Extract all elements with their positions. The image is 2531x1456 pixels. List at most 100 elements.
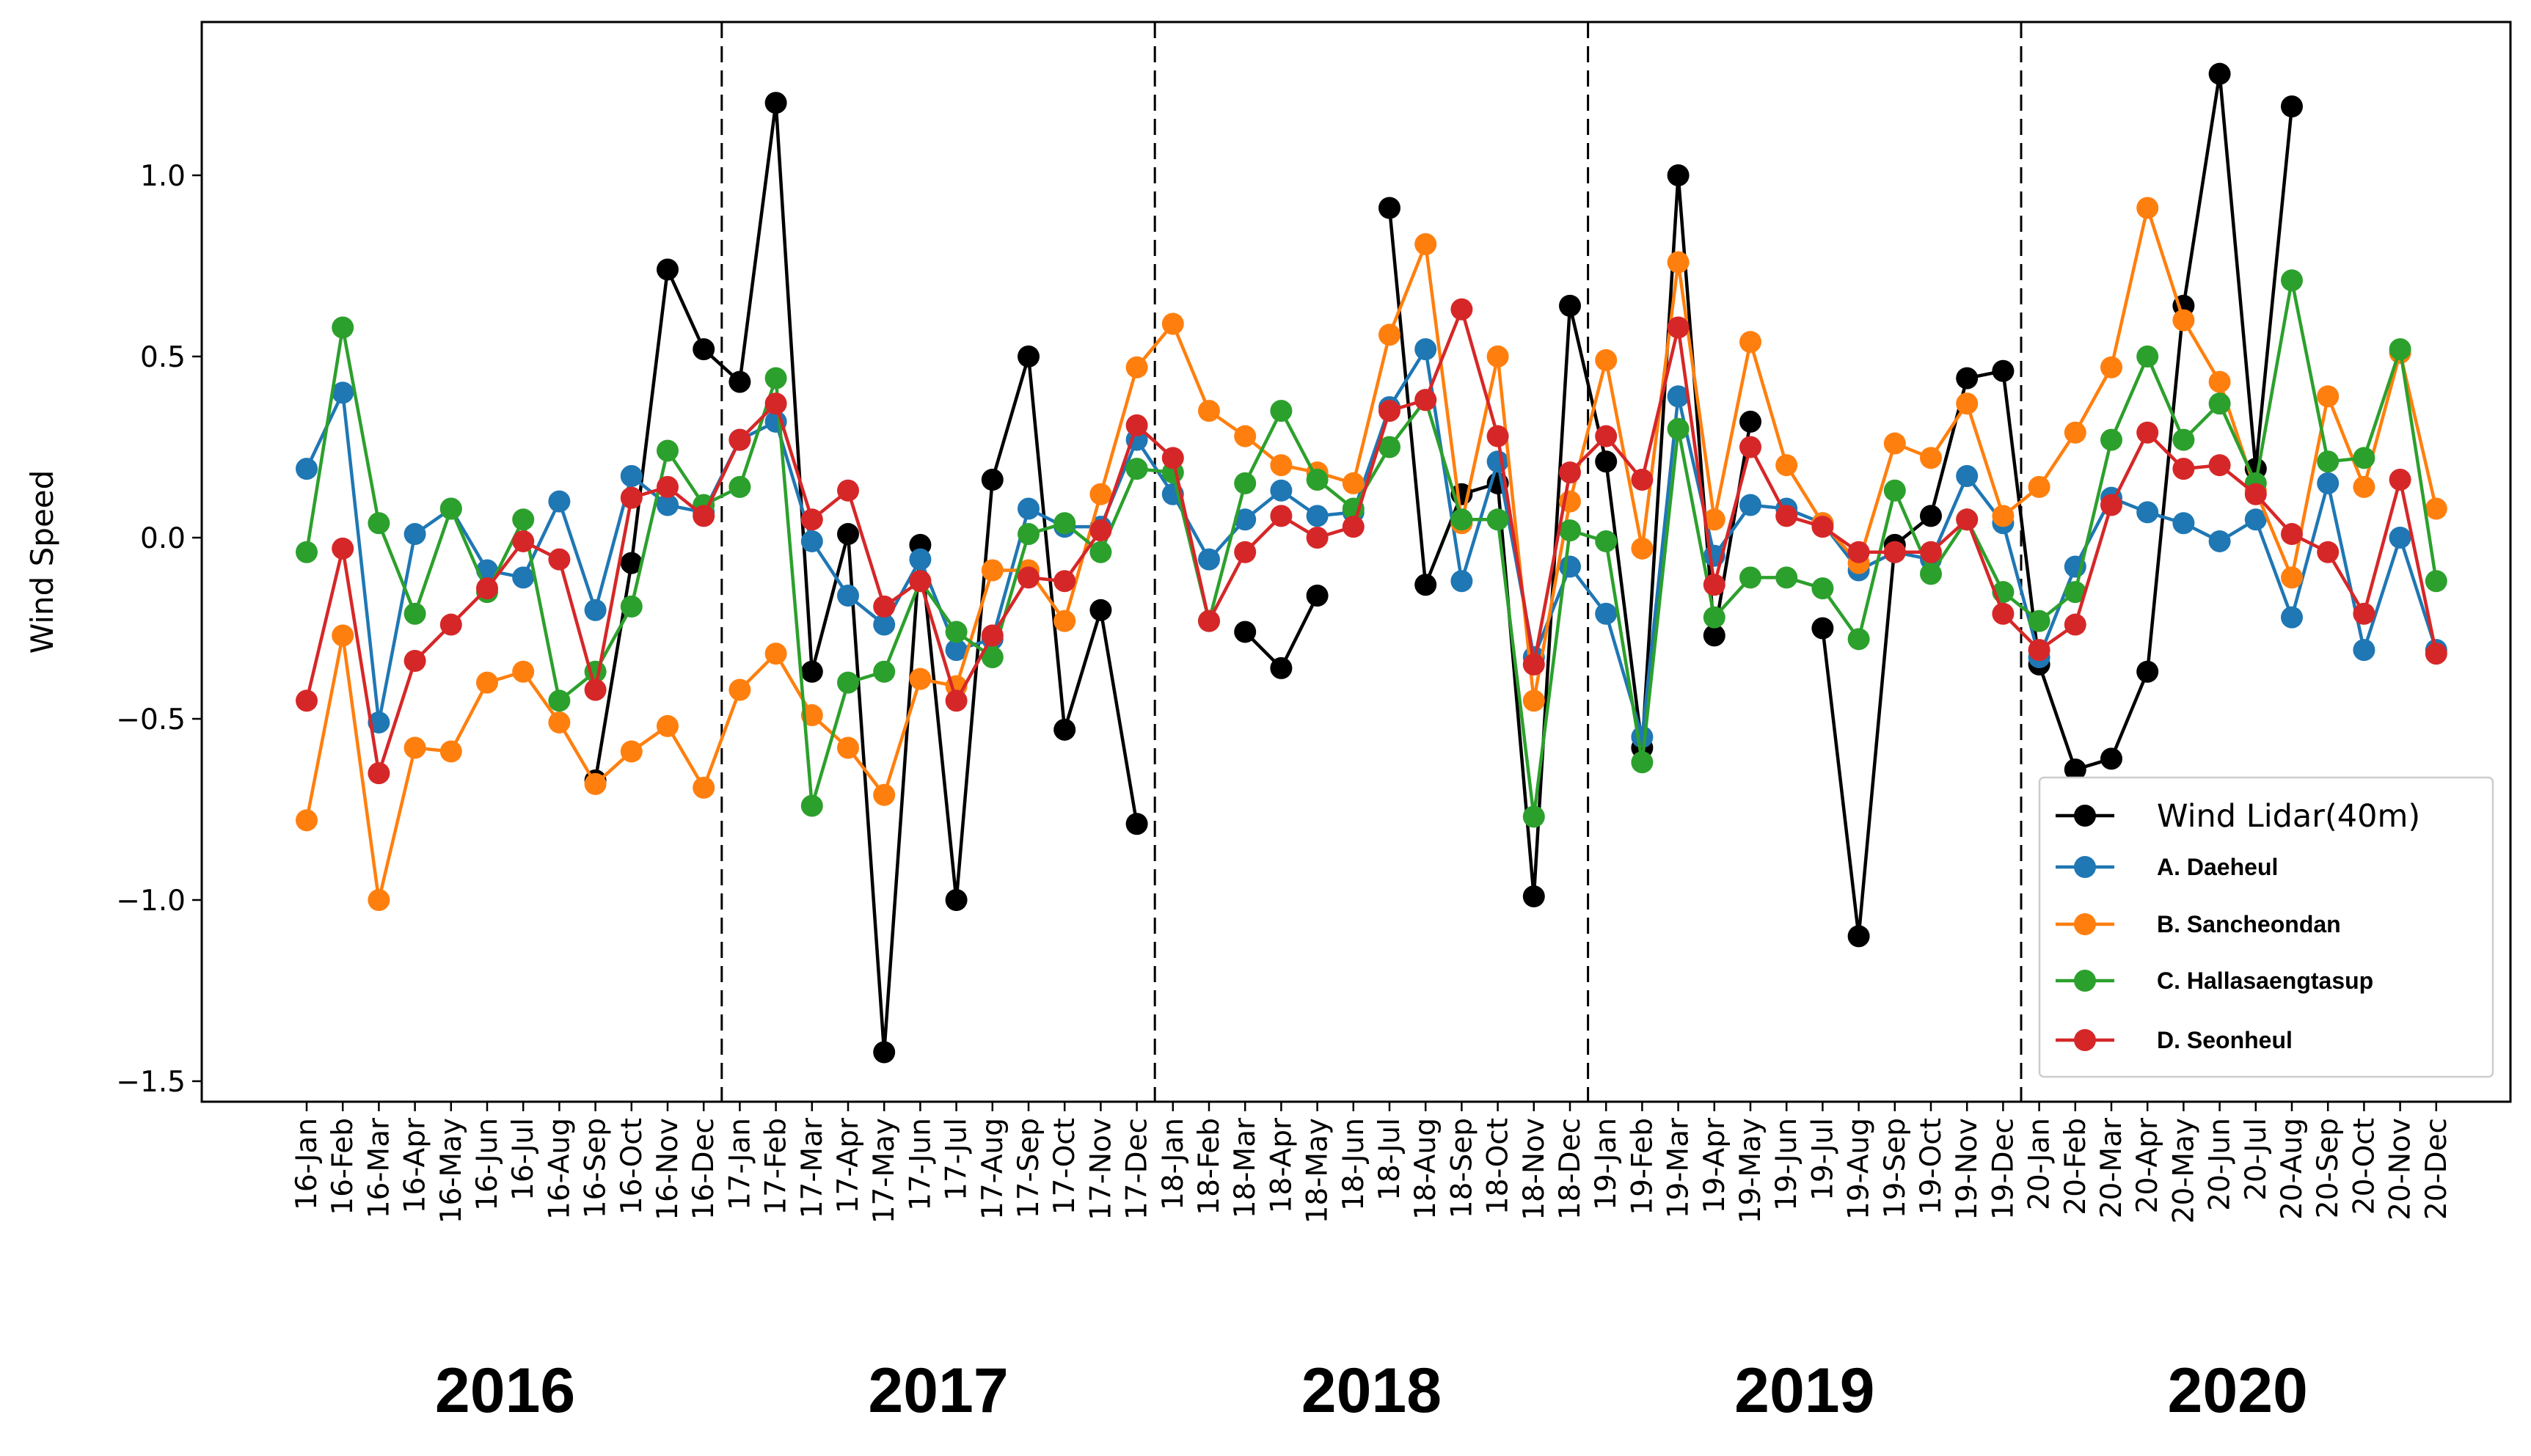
data-point xyxy=(800,660,823,683)
data-point xyxy=(2208,392,2231,415)
data-point xyxy=(764,643,787,665)
data-point xyxy=(909,667,932,690)
data-point xyxy=(945,621,968,643)
x-tick-label: 16-May xyxy=(435,1118,468,1223)
data-point xyxy=(1342,472,1365,494)
x-tick-label: 16-Aug xyxy=(543,1118,576,1220)
data-point xyxy=(368,889,390,911)
data-point xyxy=(2317,541,2340,563)
x-tick-label: 16-Oct xyxy=(616,1118,649,1215)
x-tick-label: 18-Nov xyxy=(1518,1118,1551,1221)
data-point xyxy=(1522,805,1545,828)
data-point xyxy=(1595,425,1618,447)
data-point xyxy=(2353,447,2375,469)
x-tick-label: 19-Jun xyxy=(1770,1118,1803,1211)
data-point xyxy=(728,475,751,498)
data-point xyxy=(1956,465,1979,488)
x-tick-label: 17-Oct xyxy=(1048,1118,1081,1215)
y-tick-label: 1.0 xyxy=(140,160,186,193)
x-tick-label: 19-Jul xyxy=(1806,1118,1839,1201)
legend-label: A. Daeheul xyxy=(2157,854,2278,880)
data-point xyxy=(873,660,896,683)
data-point xyxy=(1234,472,1257,494)
data-point xyxy=(1775,505,1798,527)
data-point xyxy=(1883,432,1906,455)
data-point xyxy=(1089,519,1112,542)
x-tick-label: 19-Feb xyxy=(1626,1118,1659,1215)
year-label: 2020 xyxy=(2168,1356,2308,1426)
data-point xyxy=(1198,400,1220,422)
data-point xyxy=(1667,164,1690,186)
data-point xyxy=(1559,519,1581,542)
data-point xyxy=(1883,479,1906,502)
data-point xyxy=(873,595,896,618)
data-point xyxy=(1631,725,1654,748)
data-point xyxy=(1992,602,2015,625)
data-point xyxy=(2100,356,2122,378)
data-point xyxy=(1198,610,1220,632)
data-point xyxy=(728,428,751,451)
x-tick-label: 20-May xyxy=(2167,1118,2200,1223)
data-point xyxy=(1631,468,1654,491)
data-point xyxy=(1018,345,1040,367)
data-point xyxy=(800,704,823,727)
data-point xyxy=(1486,450,1509,473)
data-point xyxy=(548,548,571,571)
data-point xyxy=(2317,385,2340,408)
data-point xyxy=(1486,345,1509,367)
data-point xyxy=(837,585,859,607)
data-point xyxy=(2317,450,2340,473)
legend-swatch-marker xyxy=(2074,1029,2096,1051)
data-point xyxy=(548,490,571,513)
data-point xyxy=(296,809,318,832)
x-tick-label: 18-May xyxy=(1301,1118,1334,1223)
data-point xyxy=(1920,505,1942,527)
data-point xyxy=(1956,508,1979,531)
data-point xyxy=(1847,628,1870,651)
x-tick-label: 18-Apr xyxy=(1265,1117,1298,1213)
data-point xyxy=(1595,602,1618,625)
data-point xyxy=(1234,508,1257,531)
data-point xyxy=(1559,461,1581,484)
data-point xyxy=(1450,570,1473,593)
x-tick-label: 16-Feb xyxy=(326,1118,359,1215)
data-point xyxy=(1631,751,1654,774)
data-point xyxy=(1306,468,1329,491)
data-point xyxy=(1522,885,1545,908)
data-point xyxy=(1595,450,1618,473)
data-point xyxy=(368,512,390,535)
data-point xyxy=(620,595,643,618)
x-tick-label: 16-Jul xyxy=(507,1118,540,1201)
year-label: 2018 xyxy=(1301,1356,1442,1426)
data-point xyxy=(800,794,823,817)
data-point xyxy=(1595,348,1618,371)
x-tick-label: 19-Oct xyxy=(1915,1118,1948,1215)
data-point xyxy=(403,649,426,672)
x-tick-label: 20-Aug xyxy=(2276,1118,2309,1220)
data-point xyxy=(1378,323,1400,346)
data-point xyxy=(1306,585,1329,607)
data-point xyxy=(2100,747,2122,770)
x-tick-label: 16-Jun xyxy=(471,1118,504,1211)
data-point xyxy=(1595,530,1618,552)
data-point xyxy=(2281,566,2303,589)
data-point xyxy=(1667,251,1690,274)
data-point xyxy=(1522,653,1545,676)
x-axis: 16-Jan 16-Feb 16-Mar 16-Apr 16-May 16-Jun 16-J… xyxy=(291,1102,2453,1223)
data-point xyxy=(2208,62,2231,85)
data-point xyxy=(332,381,354,404)
data-point xyxy=(909,548,932,571)
legend: Wind Lidar(40m) A. Daeheul B. Sancheondan C… xyxy=(2038,776,2494,1078)
data-point xyxy=(2136,660,2159,683)
x-tick-label: 16-Nov xyxy=(651,1118,684,1221)
data-point xyxy=(1089,541,1112,563)
data-point xyxy=(2136,345,2159,367)
data-point xyxy=(1775,454,1798,477)
data-point xyxy=(2389,338,2411,361)
year-label: 2016 xyxy=(435,1356,575,1426)
data-point xyxy=(2136,501,2159,524)
data-point xyxy=(2172,309,2195,332)
data-point xyxy=(2353,639,2375,662)
data-point xyxy=(2136,421,2159,444)
data-point xyxy=(1450,298,1473,321)
